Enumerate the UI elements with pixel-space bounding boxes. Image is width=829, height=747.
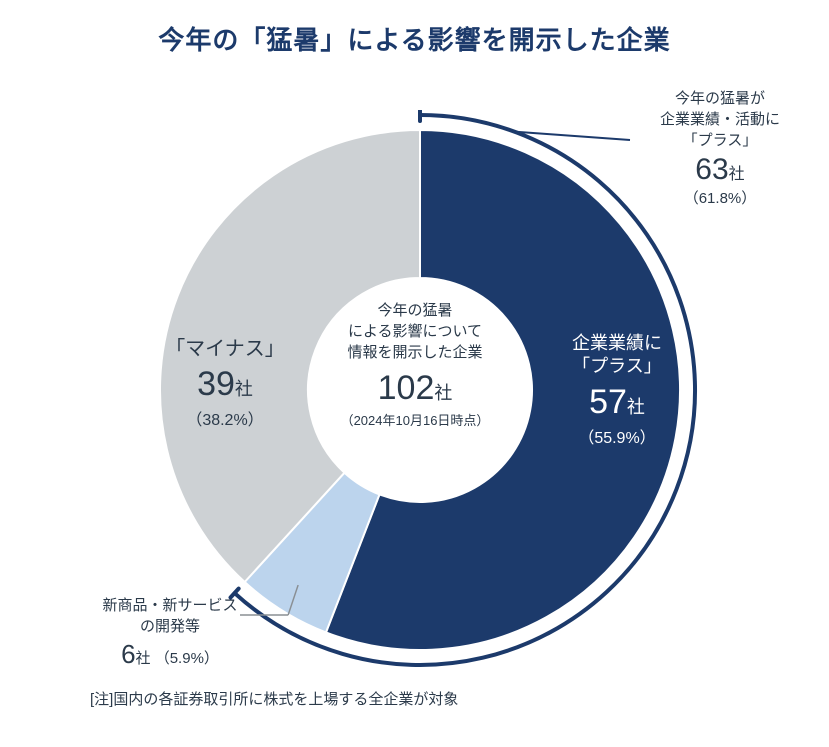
chart-area: 今年の猛暑 による影響について 情報を開示した企業 102社 （2024年10月… xyxy=(0,70,829,670)
bl-value-row: 6社 （5.9%） xyxy=(70,639,270,670)
bl-line-1: 新商品・新サービス xyxy=(70,595,270,616)
tr-pct: （61.8%） xyxy=(620,187,820,208)
center-value-num: 102 xyxy=(378,369,435,407)
plus-value: 57社 xyxy=(542,383,692,422)
slice-label-minus: 「マイナス」 39社 （38.2%） xyxy=(150,332,300,430)
plus-value-unit: 社 xyxy=(627,397,645,417)
footnote: [注]国内の各証券取引所に株式を上場する全企業が対象 xyxy=(90,688,458,709)
bl-value-num: 6 xyxy=(121,639,135,669)
center-lead-2: による影響について xyxy=(300,321,530,342)
center-label: 今年の猛暑 による影響について 情報を開示した企業 102社 （2024年10月… xyxy=(300,300,530,429)
center-lead-3: 情報を開示した企業 xyxy=(300,342,530,363)
callout-bottom-left: 新商品・新サービス の開発等 6社 （5.9%） xyxy=(70,595,270,670)
tr-line-3: 「プラス」 xyxy=(620,130,820,151)
minus-value-num: 39 xyxy=(197,365,235,403)
bl-line-2: の開発等 xyxy=(70,616,270,637)
tr-value-unit: 社 xyxy=(729,166,745,183)
tr-value-num: 63 xyxy=(695,153,728,186)
plus-title-1: 企業業績に xyxy=(542,332,692,355)
minus-pct: （38.2%） xyxy=(150,406,300,430)
tr-line-2: 企業業績・活動に xyxy=(620,109,820,130)
minus-value-unit: 社 xyxy=(235,379,253,399)
bl-pct: （5.9%） xyxy=(155,650,219,667)
center-date: （2024年10月16日時点） xyxy=(300,410,530,429)
plus-pct: （55.9%） xyxy=(542,424,692,448)
plus-value-num: 57 xyxy=(589,383,627,421)
tr-line-1: 今年の猛暑が xyxy=(620,88,820,109)
bl-value-unit: 社 xyxy=(136,650,151,667)
tr-value: 63社 xyxy=(620,153,820,187)
chart-title: 今年の「猛暑」による影響を開示した企業 xyxy=(0,20,829,57)
minus-title: 「マイナス」 xyxy=(150,332,300,361)
center-lead-1: 今年の猛暑 xyxy=(300,300,530,321)
center-value-unit: 社 xyxy=(434,383,452,403)
callout-top-right: 今年の猛暑が 企業業績・活動に 「プラス」 63社 （61.8%） xyxy=(620,88,820,208)
slice-label-plus: 企業業績に 「プラス」 57社 （55.9%） xyxy=(542,332,692,448)
plus-title-2: 「プラス」 xyxy=(542,355,692,378)
center-value: 102社 xyxy=(300,369,530,408)
minus-value: 39社 xyxy=(150,365,300,404)
